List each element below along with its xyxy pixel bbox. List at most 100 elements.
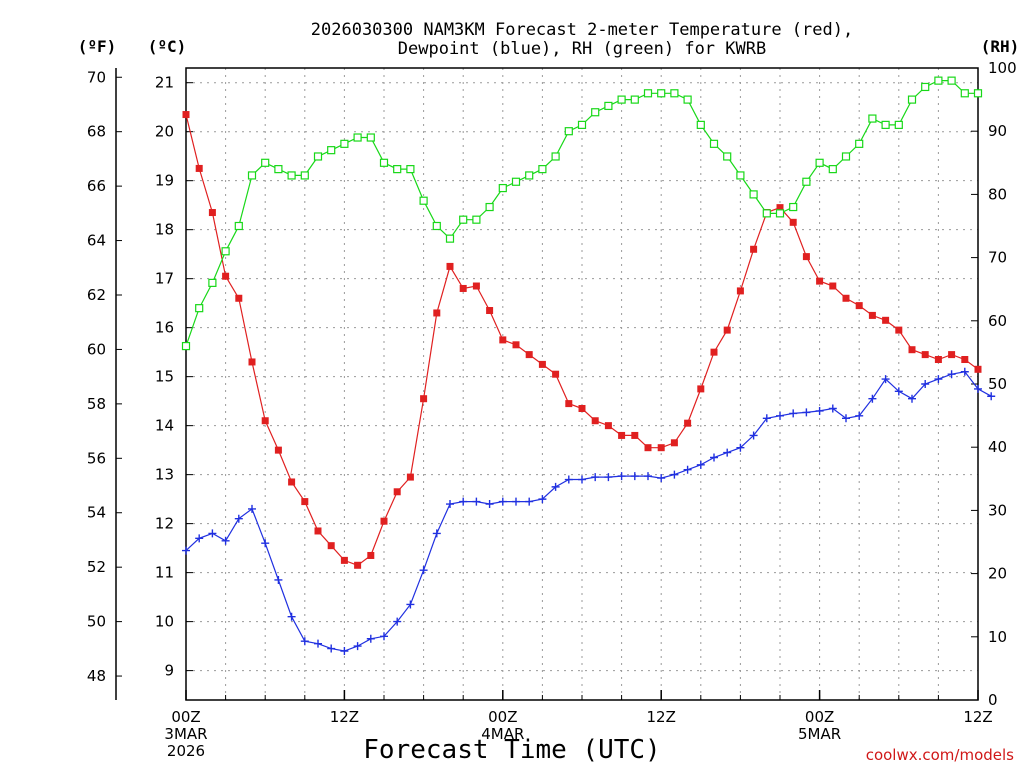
dewpoint-point-39 (696, 460, 705, 469)
dewpoint-point-43 (749, 431, 758, 440)
rh-point-23 (485, 202, 494, 212)
rh-point-49 (828, 165, 837, 174)
rh-point-27 (538, 165, 547, 174)
dewpoint-point-21 (459, 497, 468, 506)
x-tick-label-48: 00Z (805, 708, 834, 726)
fahrenheit-tick-label-50: 50 (87, 613, 106, 631)
temperature-point-43 (750, 245, 758, 253)
rh-point-45 (775, 209, 785, 218)
dewpoint-point-11 (327, 644, 336, 653)
dewpoint-point-27 (538, 495, 547, 504)
celsius-tick-label-20: 20 (155, 123, 174, 141)
series-dewpoint (182, 367, 996, 656)
x-date-label-48-0: 5MAR (798, 725, 841, 743)
dewpoint-line (185, 371, 992, 652)
rh-point-7 (274, 165, 283, 174)
rh-point-1 (195, 304, 204, 313)
dewpoint-point-13 (353, 642, 362, 651)
temperature-point-16 (393, 488, 401, 496)
rh-point-5 (247, 171, 257, 180)
temperature-point-37 (670, 439, 678, 447)
rh-point-57 (934, 76, 943, 85)
dewpoint-point-35 (644, 472, 652, 481)
dewpoint-point-6 (261, 539, 270, 548)
rh-point-39 (696, 120, 705, 129)
temperature-point-40 (710, 348, 718, 356)
temperature-point-5 (248, 358, 256, 366)
rh-tick-label-0: 0 (988, 691, 998, 709)
rh-tick-label-30: 30 (988, 501, 1007, 519)
temperature-point-11 (327, 542, 335, 550)
temperature-point-9 (301, 498, 309, 506)
fahrenheit-tick-label-62: 62 (87, 286, 106, 304)
temperature-point-23 (486, 307, 494, 315)
rh-point-46 (789, 202, 798, 212)
dewpoint-point-36 (657, 474, 666, 483)
celsius-tick-label-17: 17 (155, 270, 174, 288)
rh-point-19 (432, 221, 441, 231)
temperature-point-39 (697, 385, 705, 393)
temperature-point-34 (631, 431, 639, 439)
dewpoint-point-44 (762, 414, 771, 423)
temperature-point-47 (802, 253, 810, 261)
rh-point-48 (815, 158, 824, 167)
temperature-point-53 (882, 316, 890, 324)
dewpoint-point-16 (393, 617, 402, 626)
rh-point-31 (591, 108, 600, 117)
dewpoint-point-46 (789, 409, 798, 418)
rh-point-3 (221, 247, 230, 256)
temperature-line (185, 114, 979, 566)
celsius-tick-label-16: 16 (155, 319, 174, 337)
x-tick-label-0: 00Z (171, 708, 200, 726)
temperature-point-2 (208, 209, 216, 217)
dewpoint-point-0 (182, 546, 190, 555)
fahrenheit-axis-label: (ºF) (78, 37, 117, 56)
rh-point-53 (881, 120, 890, 129)
dewpoint-point-8 (287, 612, 296, 621)
rh-point-59 (960, 89, 969, 98)
rh-point-44 (762, 209, 771, 218)
temperature-point-36 (657, 444, 665, 452)
dewpoint-point-28 (551, 482, 560, 491)
temperature-point-19 (433, 309, 441, 317)
dewpoint-point-1 (195, 534, 204, 543)
rh-point-51 (855, 139, 864, 148)
dewpoint-point-42 (736, 443, 745, 452)
rh-point-38 (683, 95, 692, 104)
fahrenheit-tick-label-70: 70 (87, 68, 106, 86)
chart-title-line-2: Dewpoint (blue), RH (green) for KWRB (398, 39, 766, 59)
dewpoint-point-37 (670, 470, 679, 479)
temperature-point-56 (921, 351, 929, 359)
temperature-point-1 (195, 164, 203, 172)
rh-point-30 (577, 120, 587, 129)
temperature-point-6 (261, 417, 269, 425)
rh-point-33 (617, 95, 626, 104)
rh-point-9 (300, 171, 309, 180)
dewpoint-point-12 (340, 647, 349, 656)
celsius-tick-label-15: 15 (155, 368, 174, 386)
series-rh (181, 76, 983, 351)
temperature-point-8 (288, 478, 296, 486)
dewpoint-point-57 (934, 375, 943, 384)
temperature-point-32 (604, 422, 612, 430)
rh-point-25 (511, 177, 521, 186)
dewpoint-point-15 (380, 632, 388, 641)
dewpoint-point-22 (472, 497, 481, 506)
rh-tick-label-70: 70 (988, 249, 1007, 267)
rh-tick-label-40: 40 (988, 438, 1007, 456)
celsius-tick-label-11: 11 (155, 564, 174, 582)
x-tick-label-36: 12Z (647, 708, 676, 726)
rh-point-8 (287, 171, 296, 180)
rh-point-20 (445, 234, 455, 243)
rh-point-6 (261, 158, 270, 167)
rh-point-56 (921, 82, 930, 92)
temperature-point-25 (512, 341, 520, 349)
dewpoint-point-59 (960, 367, 969, 376)
rh-point-28 (551, 152, 560, 161)
dewpoint-point-58 (947, 370, 956, 379)
dewpoint-point-32 (604, 473, 613, 482)
dewpoint-point-49 (828, 404, 837, 413)
temperature-point-7 (274, 446, 282, 454)
dewpoint-point-7 (274, 575, 283, 584)
